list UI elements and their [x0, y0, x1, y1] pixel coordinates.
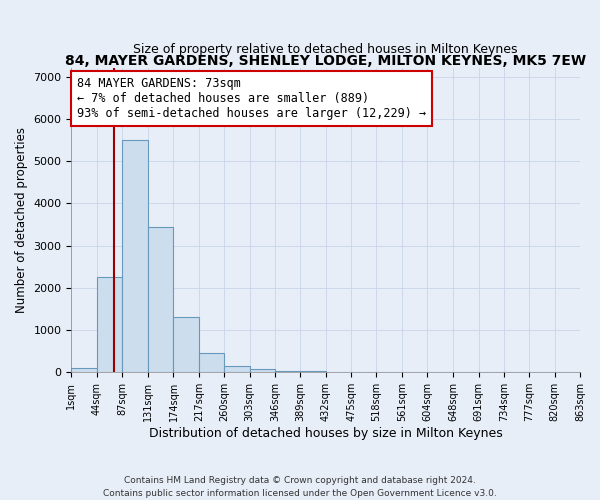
Bar: [148, 226, 173, 372]
Bar: [122, 140, 148, 372]
Bar: [250, 369, 275, 372]
Bar: [97, 278, 122, 372]
Bar: [173, 318, 199, 372]
Title: 84, MAYER GARDENS, SHENLEY LODGE, MILTON KEYNES, MK5 7EW: 84, MAYER GARDENS, SHENLEY LODGE, MILTON…: [65, 54, 586, 68]
Bar: [224, 366, 250, 372]
X-axis label: Distribution of detached houses by size in Milton Keynes: Distribution of detached houses by size …: [149, 427, 503, 440]
Y-axis label: Number of detached properties: Number of detached properties: [15, 128, 28, 314]
Text: Contains HM Land Registry data © Crown copyright and database right 2024.
Contai: Contains HM Land Registry data © Crown c…: [103, 476, 497, 498]
Text: Size of property relative to detached houses in Milton Keynes: Size of property relative to detached ho…: [133, 43, 518, 56]
Bar: [199, 353, 224, 372]
Text: 84 MAYER GARDENS: 73sqm
← 7% of detached houses are smaller (889)
93% of semi-de: 84 MAYER GARDENS: 73sqm ← 7% of detached…: [77, 77, 426, 120]
Bar: [71, 368, 97, 372]
Bar: [275, 371, 301, 372]
